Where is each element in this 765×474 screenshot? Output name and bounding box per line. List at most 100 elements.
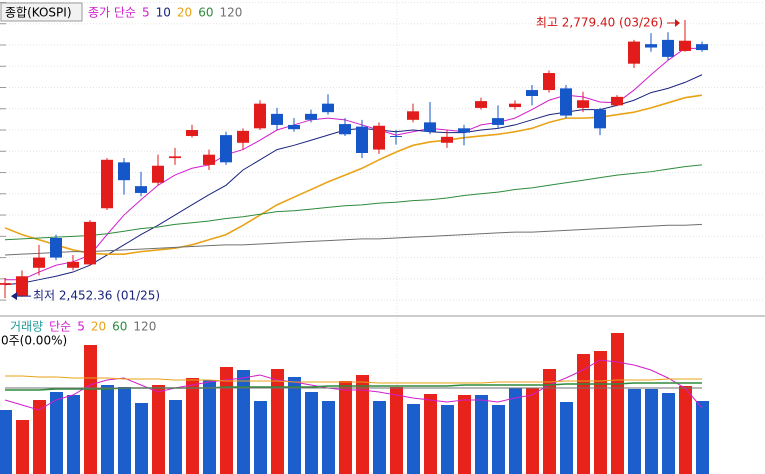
volume-bar (509, 388, 522, 474)
volume-bar (594, 351, 607, 474)
panel-title: 거래량 (10, 320, 43, 334)
annotation: 최저 2,452.36 (01/25) (33, 289, 160, 303)
candle-body (16, 276, 28, 296)
volume-bar (220, 367, 233, 474)
volume-bar (33, 400, 46, 474)
candle-body (220, 135, 232, 163)
candle-body (628, 41, 640, 64)
candle-body (237, 130, 249, 143)
volume-bar (186, 378, 199, 474)
candle-body (390, 135, 402, 137)
ma-line (4, 74, 703, 286)
candle-body (254, 103, 266, 129)
candle-body (441, 136, 453, 143)
candle-body (271, 113, 283, 125)
legend-entry: 120 (219, 6, 242, 20)
ma-line (4, 94, 703, 255)
subtitle: 0주(0.00%) (1, 334, 67, 348)
chart-title: 종합(KOSPI) (5, 6, 72, 20)
candle-body (509, 103, 521, 108)
candle-body (696, 44, 708, 51)
volume-bar (339, 381, 352, 474)
candle-body (577, 100, 589, 108)
legend-entry: 60 (112, 320, 127, 334)
legend-entry: 60 (198, 6, 213, 20)
volume-bar (356, 375, 369, 474)
candle-body (288, 124, 300, 130)
volume-bar (492, 405, 505, 474)
candle-body (560, 88, 572, 116)
candle-body (458, 128, 470, 133)
candle-body (186, 130, 198, 136)
volume-bar (458, 395, 471, 474)
volume-bar (101, 385, 114, 474)
candle-body (101, 159, 113, 209)
volume-bar (679, 386, 692, 474)
candle-body (0, 283, 11, 285)
candle-body (33, 257, 45, 268)
candle-body (475, 101, 487, 108)
volume-bar (288, 377, 301, 474)
volume-bar (628, 389, 641, 474)
title-box (0, 2, 83, 22)
volume-bar (0, 410, 12, 474)
volume-bar (271, 369, 284, 474)
candle-body (407, 111, 419, 120)
volume-bar (152, 385, 165, 474)
volume-bar (169, 400, 182, 474)
volume-bar (645, 389, 658, 474)
candle-body (152, 165, 164, 183)
volume-bar (475, 395, 488, 474)
volume-bar (696, 401, 709, 474)
legend-entry: 10 (156, 6, 171, 20)
annotation-arrowhead (11, 292, 17, 301)
volume-bar (424, 394, 437, 474)
volume-panel (0, 333, 709, 474)
candle-body (594, 109, 606, 129)
candle-body (611, 96, 623, 106)
candle-body (645, 44, 657, 48)
volume-bar (67, 395, 80, 474)
volume-bar (237, 370, 250, 474)
candle-body (526, 90, 538, 97)
candle-body (305, 113, 317, 120)
volume-bar (305, 392, 318, 474)
legend-prefix: 종가 단순 (88, 6, 136, 20)
candle-body (84, 221, 96, 265)
volume-bar (84, 345, 97, 474)
candle-body (67, 261, 79, 268)
candle-body (679, 40, 691, 51)
annotation-arrowhead (675, 18, 680, 27)
candle-body (135, 186, 147, 193)
candle-body (543, 73, 555, 91)
legend-entry: 120 (133, 320, 156, 334)
ma-line (4, 223, 703, 256)
candle-body (118, 162, 130, 181)
candle-body (492, 118, 504, 125)
volume-bar (16, 420, 29, 474)
candle-body (322, 103, 334, 113)
volume-bar (254, 401, 267, 474)
legend-entry: 5 (142, 6, 150, 20)
volume-bar (543, 369, 556, 474)
annotation: 최고 2,779.40 (03/26) (536, 15, 663, 29)
legend-entry: 20 (177, 6, 192, 20)
volume-bar (441, 405, 454, 474)
candle-body (356, 126, 368, 153)
volume-bar (203, 380, 216, 474)
ma-line (5, 375, 702, 384)
legend-prefix: 단순 (49, 320, 71, 334)
volume-bar (322, 401, 335, 474)
legend-entry: 20 (91, 320, 106, 334)
volume-bar (407, 404, 420, 474)
candle-body (203, 154, 215, 165)
volume-bar (560, 402, 573, 474)
labels: 종합(KOSPI) 종가 단순 5 10 20 60 120 거래량 단순 5 20 60 120 0주… (0, 2, 242, 348)
candle-body (50, 238, 62, 258)
candle-body (169, 156, 181, 159)
ma-line (4, 164, 703, 241)
candle-body (424, 122, 436, 132)
volume-bar (135, 403, 148, 474)
